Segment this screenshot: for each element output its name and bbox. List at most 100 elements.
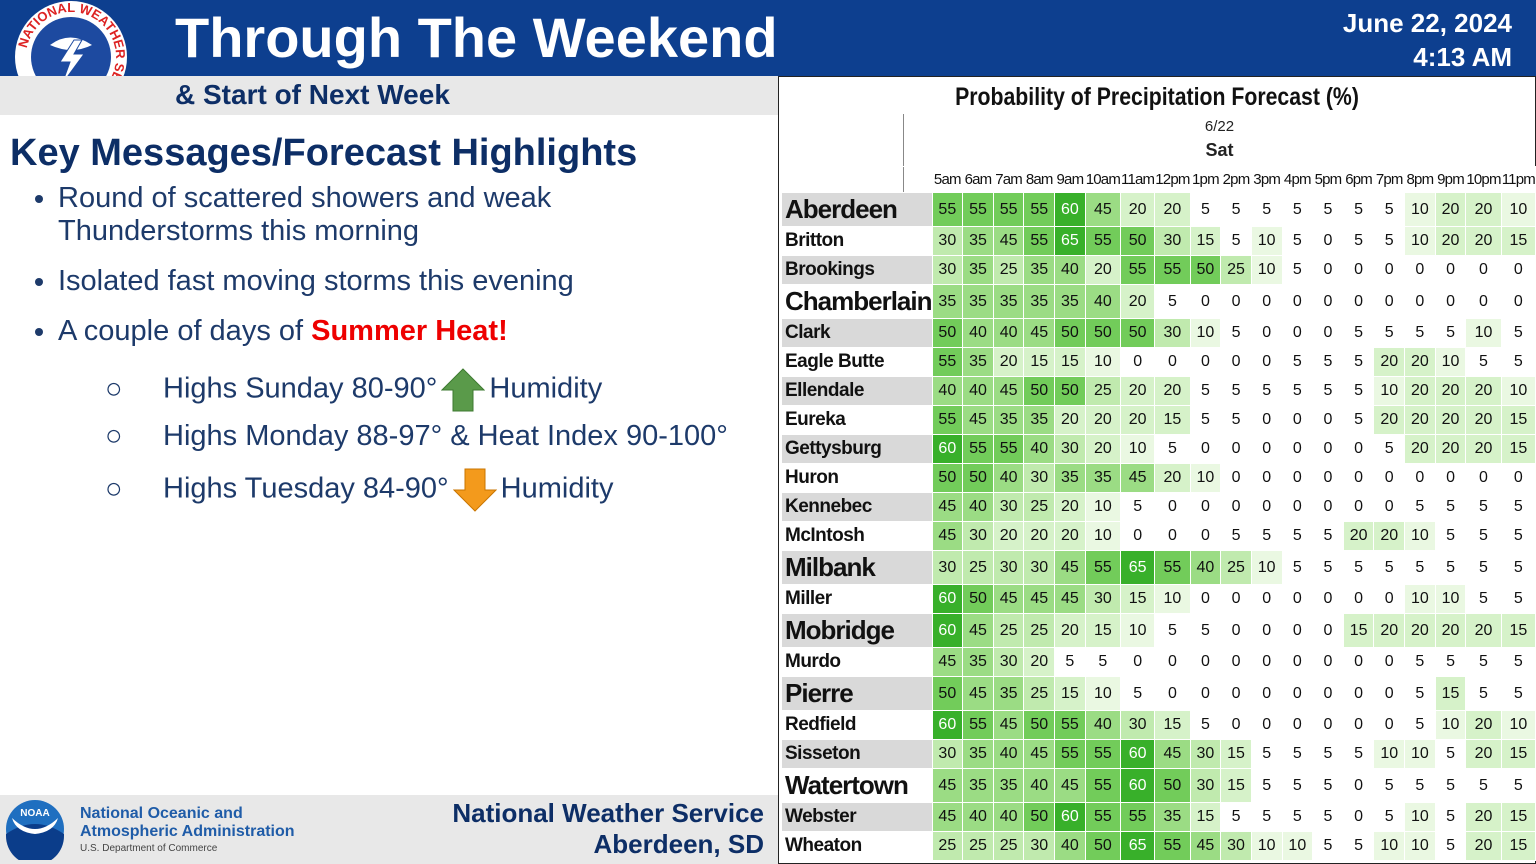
- pop-cell: 5: [1500, 647, 1536, 677]
- corner: [781, 166, 933, 193]
- pop-cell: 0: [1281, 492, 1314, 522]
- pop-cell: 40: [1054, 255, 1086, 285]
- pop-cell: 50: [962, 463, 994, 493]
- pop-cell: 55: [1120, 255, 1156, 285]
- pop-cell: 10: [1373, 739, 1406, 769]
- pop-cell: 0: [1220, 584, 1252, 614]
- pop-cell: 5: [1434, 492, 1467, 522]
- pop-cell: 5: [1220, 192, 1252, 227]
- pop-cell: 20: [1084, 255, 1122, 285]
- pop-cell: 35: [992, 405, 1025, 435]
- station-row: Mobridge 60 45 25 25 20 15 10 5 5 0 0 0 0 15 20 20 20 20 15: [781, 613, 1536, 648]
- pop-cell: 50: [1084, 318, 1122, 348]
- pop-cell: 0: [1342, 584, 1375, 614]
- hour-header: 2pm: [1220, 166, 1252, 193]
- pop-cell: 55: [1023, 192, 1056, 227]
- pop-cell: 0: [1342, 647, 1375, 677]
- pop-cell: 25: [962, 550, 994, 585]
- subheader-bar: [0, 76, 778, 115]
- pop-cell: 0: [1281, 710, 1314, 740]
- pop-cell: 35: [1023, 284, 1056, 319]
- pop-cell: 30: [1154, 226, 1191, 256]
- pop-cell: 5: [1220, 226, 1252, 256]
- agency-name: National Oceanic and Atmospheric Administ…: [80, 805, 295, 841]
- pop-cell: 5: [1189, 613, 1222, 648]
- station-row: Pierre 50 45 35 25 15 10 5 0 0 0 0 0 0 0 0 5 15 5 5: [781, 676, 1536, 711]
- pop-cell: 5: [1281, 739, 1314, 769]
- pop-cell: 45: [992, 710, 1025, 740]
- pop-cell: 20: [1120, 405, 1156, 435]
- pop-cell: 0: [1154, 347, 1191, 377]
- pop-cell: 55: [931, 347, 964, 377]
- pop-cell: 55: [1054, 739, 1086, 769]
- pop-cell: 5: [1189, 192, 1222, 227]
- station-row: Wheaton 25 25 25 30 40 50 65 55 45 30 10 10 5 5 10 10 5 20…: [781, 831, 1536, 861]
- pop-cell: 10: [1084, 492, 1122, 522]
- pop-cell: 40: [962, 318, 994, 348]
- pop-cell: 5: [1465, 521, 1502, 551]
- pop-cell: 40: [962, 802, 994, 832]
- pop-cell: 0: [1250, 347, 1283, 377]
- pop-cell: 10: [1404, 739, 1436, 769]
- pop-cell: 10: [1404, 226, 1436, 256]
- pop-cell: 30: [1023, 550, 1056, 585]
- pop-cell: 0: [1342, 463, 1375, 493]
- pop-cell: 20: [1084, 434, 1122, 464]
- arrow-up: [441, 368, 486, 412]
- pop-cell: 35: [992, 768, 1025, 803]
- sub-bullet-text: Highs Tuesday 84-90°: [163, 472, 449, 505]
- pop-cell: 5: [1342, 405, 1375, 435]
- pop-cell: 45: [962, 405, 994, 435]
- station-row: Watertown 45 35 35 40 45 55 60 50 30 15 5 5 5 0 5 5 5 5 5: [781, 768, 1536, 803]
- bullet: Round of scattered showers and weak Thun…: [58, 182, 658, 248]
- pop-cell: 0: [1373, 255, 1406, 285]
- pop-cell: 20: [1465, 831, 1502, 861]
- pop-cell: 5: [1404, 550, 1436, 585]
- pop-cell: 0: [1312, 255, 1344, 285]
- pop-table: 5am 6am 7am 8am 9am 10am 11am 12pm 1pm 2pm 3pm 4pm 5…: [781, 166, 1536, 861]
- pop-cell: 25: [1220, 550, 1252, 585]
- pop-cell: 45: [1054, 550, 1086, 585]
- pop-cell: 65: [1120, 550, 1156, 585]
- station-name: Watertown: [781, 768, 933, 803]
- pop-cell: 60: [1054, 802, 1086, 832]
- pop-cell: 25: [1084, 376, 1122, 406]
- station-name: Eagle Butte: [781, 347, 933, 377]
- pop-cell: 60: [1054, 192, 1086, 227]
- pop-cell: 5: [1312, 192, 1344, 227]
- pop-cell: 25: [1220, 255, 1252, 285]
- pop-cell: 0: [1465, 255, 1502, 285]
- sub-bullet: ○ Highs Tuesday 84-90° Humidity: [105, 468, 728, 518]
- pop-cell: 30: [1220, 831, 1252, 861]
- pop-cell: 50: [1023, 710, 1056, 740]
- pop-cell: 15: [1084, 613, 1122, 648]
- pop-cell: 30: [1154, 318, 1191, 348]
- pop-cell: 5: [1465, 676, 1502, 711]
- pop-cell: 40: [1189, 550, 1222, 585]
- pop-cell: 20: [1373, 613, 1406, 648]
- hour-header: 1pm: [1189, 166, 1222, 193]
- pop-cell: 45: [992, 584, 1025, 614]
- pop-cell: 30: [992, 492, 1025, 522]
- pop-cell: 5: [1250, 802, 1283, 832]
- pop-cell: 55: [1154, 255, 1191, 285]
- date-line: June 22, 2024: [1342, 8, 1512, 38]
- pop-cell: 0: [1342, 255, 1375, 285]
- station-row: Clark 50 40 40 45 50 50 50 30 10 5 0 0 0 5 5 5 5 10 5: [781, 318, 1536, 348]
- pop-cell: 45: [992, 226, 1025, 256]
- pop-cell: 5: [1342, 550, 1375, 585]
- pop-cell: 0: [1404, 284, 1436, 319]
- pop-cell: 10: [1500, 710, 1536, 740]
- pop-cell: 40: [1023, 768, 1056, 803]
- pop-cell: 55: [1084, 550, 1122, 585]
- pop-cell: 0: [1373, 710, 1406, 740]
- pop-cell: 0: [1312, 405, 1344, 435]
- station-row: Milbank 30 25 30 30 45 55 65 55 40 25 10 5 5 5 5 5 5 5 5: [781, 550, 1536, 585]
- pop-cell: 0: [1342, 492, 1375, 522]
- pop-cell: 20: [1054, 492, 1086, 522]
- pop-cell: 35: [962, 739, 994, 769]
- pop-cell: 20: [1373, 347, 1406, 377]
- pop-cell: 5: [1120, 676, 1156, 711]
- pop-cell: 5: [1220, 521, 1252, 551]
- pop-cell: 0: [1120, 521, 1156, 551]
